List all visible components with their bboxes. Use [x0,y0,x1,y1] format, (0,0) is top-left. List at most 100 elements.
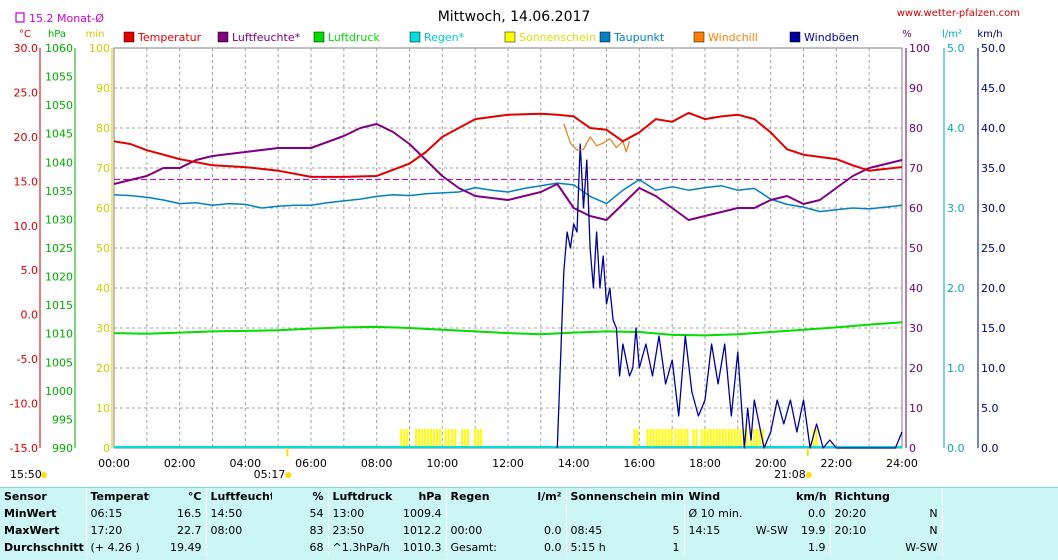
legend-swatch [217,31,229,43]
rain-time: Gesamt: [445,539,510,556]
left-tick-label: 1035 [45,185,73,198]
rain-time [445,505,510,522]
legend-label: Taupunkt [613,31,665,44]
month-avg-label: 15.2 Monat-Ø [29,12,104,25]
sun-time: 5:15 h [565,539,630,556]
left-axis-unit: min [86,29,105,40]
left-tick-label: 1015 [45,299,73,312]
right-tick-label: 100 [909,42,930,55]
wind-value: 1.9 [808,541,826,554]
weather-chart: Mittwoch, 14.06.2017 www.wetter-pfalzen.c… [10,8,1020,481]
legend-label: Luftdruck [328,31,380,44]
stats-row-avg: Durchschnitt (+ 4.26 ) 19.49 68 ^1.3hPa/… [0,539,1058,556]
press-time: 23:50 [327,522,396,539]
wind-time: Ø 10 min. [683,505,747,522]
right-tick-label: 45.0 [981,82,1006,95]
x-tick-label: 24:00 [886,457,918,470]
right-tick-label: 2.0 [947,282,965,295]
right-tick-label: 30 [909,322,923,335]
legend-swatch [599,31,611,43]
right-tick-label: 40.0 [981,122,1006,135]
left-tick-label: 0.0 [21,309,39,322]
left-tick-label: 1020 [45,271,73,284]
legend-swatch [789,31,801,43]
left-tick-label: 10 [96,402,110,415]
row-label: Durchschnitt [4,541,84,554]
left-tick-label: 0 [103,442,110,455]
hdr-rain: Regen [445,488,510,505]
right-tick-label: 15.0 [981,322,1006,335]
right-axis-unit: l/m² [942,29,962,40]
right-tick-label: 0 [909,442,916,455]
left-tick-label: 990 [52,442,73,455]
left-tick-label: 1040 [45,156,73,169]
left-axis-unit: °C [19,29,31,40]
temp-value: 19.49 [170,541,202,554]
wind-direction [746,539,792,556]
right-tick-label: 90 [909,82,923,95]
series-windchill [563,123,631,153]
left-tick-label: 25.0 [14,86,39,99]
right-tick-label: 1.0 [947,362,965,375]
dir-value: N [929,507,938,520]
hdr-hum-unit: % [312,490,324,503]
sunrise-sun-icon [285,472,292,478]
dir-time [829,539,891,556]
right-tick-label: 80 [909,122,923,135]
x-tick-label: 00:00 [98,457,130,470]
series-temperatur [113,111,903,178]
temp-value: 16.5 [177,507,202,520]
left-tick-label: -5.0 [17,353,38,366]
legend-swatch [693,31,705,43]
hdr-sun: Sonnenschein min [565,488,685,505]
legend-swatch [123,31,135,43]
dir-time: 20:20 [829,505,891,522]
press-value: 1009.4 [403,507,442,520]
right-tick-label: 50 [909,242,923,255]
left-tick-label: 995 [52,413,73,426]
moon-set-label: 15:50 [10,468,42,481]
x-tick-label: 18:00 [689,457,721,470]
stats-header-row: Sensor Temperatur °C Luftfeuchte % Luftd… [0,488,1058,505]
right-tick-label: 40 [909,282,923,295]
wind-direction: W-SW [755,524,789,537]
month-avg-marker [15,12,25,23]
left-tick-label: 90 [96,82,110,95]
hdr-dir: Richtung [829,488,943,505]
x-tick-label: 08:00 [361,457,393,470]
right-tick-label: 5.0 [981,402,999,415]
hdr-sensor: Sensor [4,490,47,503]
right-tick-label: 20 [909,362,923,375]
sun-value: 1 [672,541,680,554]
wind-time [683,539,747,556]
legend-swatch [313,31,325,43]
temp-time: 06:15 [85,505,150,522]
hum-value: 83 [309,524,324,537]
right-tick-label: 0.0 [947,442,965,455]
press-time: 13:00 [327,505,396,522]
moon-icon [41,472,47,478]
chart-title: Mittwoch, 14.06.2017 [438,9,591,25]
left-tick-label: 1000 [45,385,73,398]
right-tick-label: 50.0 [981,42,1006,55]
x-tick-label: 20:00 [755,457,787,470]
left-tick-label: 15.0 [14,175,39,188]
legend-label: Windböen [804,31,859,44]
left-tick-label: 5.0 [21,264,39,277]
left-tick-label: 70 [96,162,110,175]
right-tick-label: 70 [909,162,923,175]
left-tick-label: 50 [96,242,110,255]
hdr-temp: Temperatur [85,488,150,505]
series-windboeen [556,143,903,449]
left-tick-label: 30.0 [14,42,39,55]
press-time: ^1.3hPa/h [327,539,396,556]
legend-label: Windchill [708,31,758,44]
hdr-wind-unit: km/h [796,490,827,503]
sun-value: 5 [672,524,680,537]
right-tick-label: 4.0 [947,122,965,135]
wind-time: 14:15 [683,522,747,539]
source-url: www.wetter-pfalzen.com [897,8,1020,19]
stats-row-min: MinWert 06:15 16.5 14:50 54 13:00 1009.4… [0,505,1058,522]
temp-time: 17:20 [85,522,150,539]
x-tick-label: 04:00 [229,457,261,470]
